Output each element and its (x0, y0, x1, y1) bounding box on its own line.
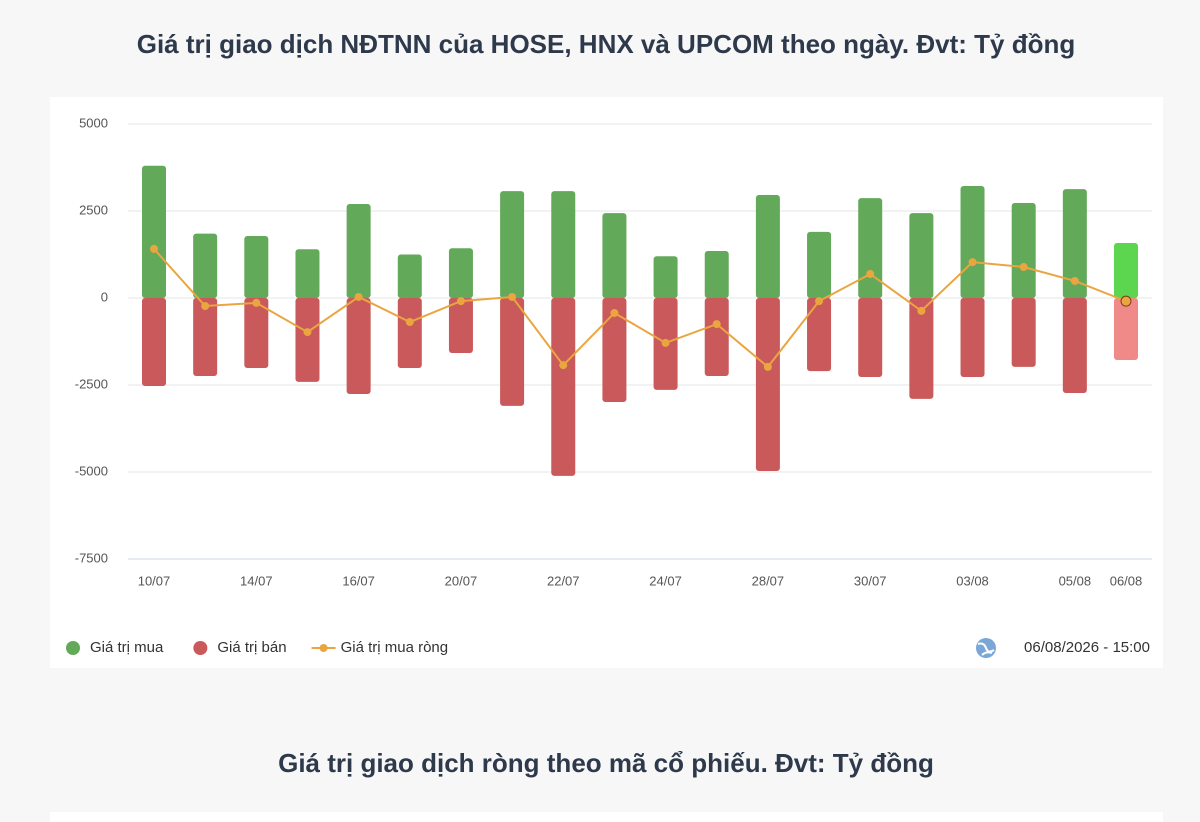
bar (858, 198, 883, 298)
bar (1011, 298, 1036, 367)
point (866, 269, 875, 278)
point (763, 362, 772, 371)
point (508, 292, 517, 301)
point (968, 258, 977, 267)
y-tick-label: 0 (101, 289, 108, 304)
x-tick-label: 03/08 (956, 573, 989, 588)
x-tick-label: 22/07 (547, 573, 580, 588)
next-card (50, 812, 1163, 822)
bar (346, 298, 371, 395)
bar (909, 298, 934, 399)
point (456, 297, 465, 306)
bar (397, 298, 422, 368)
x-tick-label: 06/08 (1110, 573, 1143, 588)
bar (244, 298, 269, 368)
y-tick-label: -7500 (75, 550, 108, 565)
bar (1114, 243, 1138, 298)
point (917, 306, 926, 315)
point (201, 302, 210, 311)
bar (551, 191, 576, 298)
legend-swatch (66, 641, 80, 655)
bar (244, 236, 269, 298)
y-tick-label: -2500 (75, 376, 108, 391)
bar (704, 298, 729, 376)
point (610, 308, 619, 317)
x-tick-label: 20/07 (445, 573, 478, 588)
bar (755, 194, 780, 298)
point (1019, 263, 1028, 272)
bar (909, 213, 934, 298)
timestamp: 06/08/2026 - 15:00 (1024, 639, 1150, 656)
legend-label: Giá trị bán (217, 639, 286, 656)
bar (142, 165, 166, 298)
point (252, 298, 261, 307)
y-tick-label: 2500 (79, 202, 108, 217)
bar (755, 298, 780, 471)
bar (807, 298, 832, 372)
x-tick-label: 14/07 (240, 573, 273, 588)
bar (295, 249, 320, 298)
bar (551, 298, 576, 476)
bar (858, 298, 883, 377)
legend-label: Giá trị mua ròng (341, 639, 449, 656)
x-tick-label: 30/07 (854, 573, 887, 588)
legend-swatch (193, 641, 208, 655)
point (303, 328, 312, 337)
bar (602, 213, 627, 298)
point (661, 338, 670, 347)
bar (448, 248, 473, 298)
bar (193, 298, 218, 376)
bar (500, 191, 525, 298)
point (150, 244, 158, 253)
x-tick-label: 10/07 (138, 573, 171, 588)
bar (448, 298, 473, 353)
point (354, 292, 363, 301)
legend-label: Giá trị mua (90, 639, 164, 656)
bar (960, 298, 985, 377)
bar (653, 256, 678, 298)
x-tick-label: 28/07 (752, 573, 785, 588)
y-tick-label: -5000 (75, 463, 108, 478)
point (1120, 295, 1132, 307)
bar (193, 233, 218, 298)
line (153, 248, 1127, 369)
bar (346, 204, 371, 298)
section-title: Giá trị giao dịch ròng theo mã cổ phiếu.… (278, 748, 934, 778)
bar (1114, 298, 1138, 360)
bar (1062, 189, 1087, 298)
y-tick-label: 5000 (79, 115, 108, 130)
bar (960, 185, 985, 298)
bar (602, 298, 627, 403)
legend-swatch (319, 644, 328, 652)
point (815, 297, 824, 306)
bar (704, 251, 729, 298)
point (1070, 276, 1079, 285)
bar (1011, 202, 1036, 298)
point (559, 361, 568, 370)
point (712, 320, 721, 329)
bar (397, 254, 422, 298)
x-tick-label: 05/08 (1059, 573, 1092, 588)
bar (500, 298, 525, 406)
x-tick-label: 16/07 (342, 573, 375, 588)
globe-icon (976, 638, 996, 658)
bar (142, 298, 166, 387)
x-tick-label: 24/07 (649, 573, 682, 588)
bar (807, 231, 832, 298)
chart-title: Giá trị giao dịch NĐTNN của HOSE, HNX và… (137, 29, 1076, 59)
bar (295, 298, 320, 382)
bar (1062, 298, 1087, 394)
point (405, 318, 414, 327)
